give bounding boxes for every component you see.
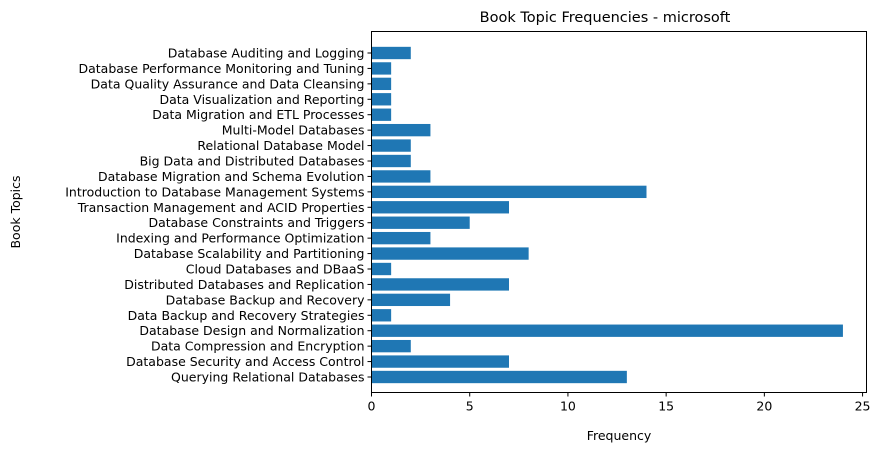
x-tick-label: 25 bbox=[855, 399, 871, 414]
y-tick-label: Cloud Databases and DBaaS bbox=[186, 262, 365, 277]
chart-title: Book Topic Frequencies - microsoft bbox=[480, 10, 731, 26]
bar bbox=[371, 62, 392, 75]
bar bbox=[371, 139, 411, 152]
bar bbox=[371, 370, 627, 384]
y-tick-label: Multi-Model Databases bbox=[222, 123, 365, 138]
bar bbox=[371, 262, 392, 276]
y-tick-label: Database Performance Monitoring and Tuni… bbox=[78, 61, 364, 76]
x-tick-label: 20 bbox=[756, 399, 772, 414]
bar bbox=[371, 154, 411, 168]
bar bbox=[371, 170, 431, 183]
x-tick-label: 0 bbox=[368, 399, 376, 414]
y-tick-label: Database Security and Access Control bbox=[126, 354, 364, 369]
x-tick-label: 10 bbox=[560, 399, 576, 414]
y-tick-label: Data Visualization and Reporting bbox=[159, 92, 364, 107]
bar bbox=[371, 247, 529, 260]
bar bbox=[371, 293, 451, 307]
plot-frame bbox=[371, 31, 867, 393]
y-tick-label: Data Quality Assurance and Data Cleansin… bbox=[91, 76, 365, 91]
y-tick-label: Data Migration and ETL Processes bbox=[152, 107, 364, 122]
y-tick-label: Database Backup and Recovery bbox=[166, 292, 365, 307]
y-tick-label: Big Data and Distributed Databases bbox=[140, 154, 365, 169]
y-axis-label: Book Topics bbox=[8, 175, 23, 248]
y-tick-label: Introduction to Database Management Syst… bbox=[65, 184, 364, 199]
y-tick-label: Database Design and Normalization bbox=[139, 323, 364, 338]
y-tick-label: Database Scalability and Partitioning bbox=[134, 246, 365, 261]
bar bbox=[371, 123, 431, 137]
y-tick-label: Querying Relational Databases bbox=[171, 370, 364, 385]
x-tick-label: 5 bbox=[466, 399, 474, 414]
y-tick-label: Distributed Databases and Replication bbox=[124, 277, 364, 292]
bar bbox=[371, 108, 392, 121]
x-tick-label: 15 bbox=[658, 399, 674, 414]
y-tick-label: Database Constraints and Triggers bbox=[148, 215, 364, 230]
bar bbox=[371, 201, 509, 214]
bar bbox=[371, 185, 647, 199]
bar bbox=[371, 77, 392, 91]
bar bbox=[371, 355, 509, 368]
x-axis-label: Frequency bbox=[587, 428, 652, 443]
bars-group bbox=[371, 46, 843, 384]
bar bbox=[371, 309, 392, 322]
bar bbox=[371, 93, 392, 106]
bar bbox=[371, 46, 411, 60]
y-tick-label: Database Migration and Schema Evolution bbox=[98, 169, 365, 184]
y-tick-label: Transaction Management and ACID Properti… bbox=[77, 200, 365, 215]
bar bbox=[371, 278, 509, 291]
y-tick-label: Relational Database Model bbox=[197, 138, 364, 153]
y-tick-label: Indexing and Performance Optimization bbox=[116, 231, 364, 246]
x-axis-ticks: 0 5 10 15 20 25 bbox=[368, 392, 871, 414]
y-tick-label: Database Auditing and Logging bbox=[168, 46, 365, 61]
y-tick-label: Data Backup and Recovery Strategies bbox=[128, 308, 365, 323]
y-tick-label: Data Compression and Encryption bbox=[151, 339, 365, 354]
bar bbox=[371, 324, 843, 337]
bar bbox=[371, 216, 470, 229]
bar bbox=[371, 339, 411, 353]
bar bbox=[371, 231, 431, 245]
